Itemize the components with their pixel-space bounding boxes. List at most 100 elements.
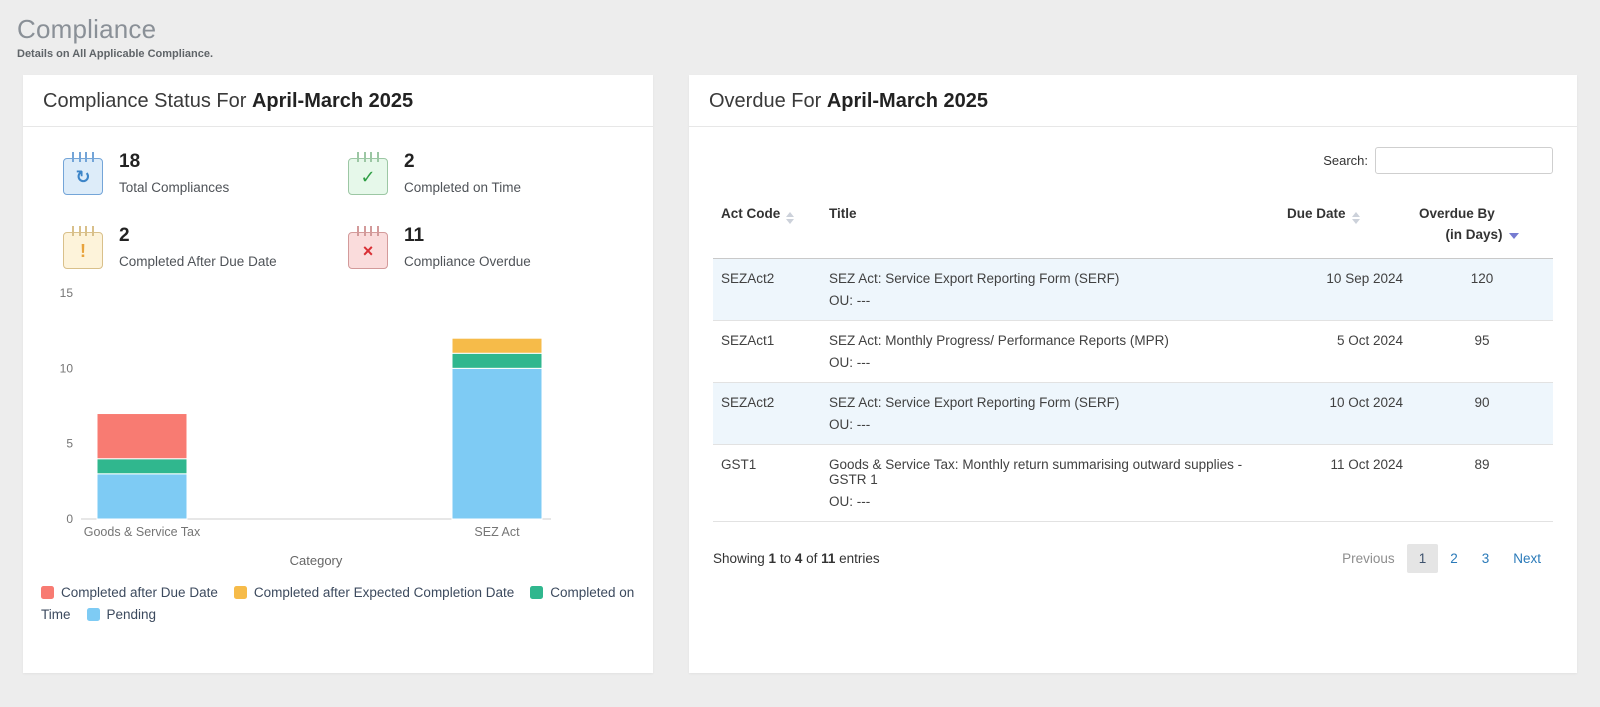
cell-title: SEZ Act: Monthly Progress/ Performance R…: [821, 321, 1279, 383]
cell-overdue-days: 90: [1411, 383, 1553, 445]
legend-item: Pending: [87, 607, 157, 622]
overdue-panel: Overdue For April-March 2025 Search: Act…: [689, 75, 1577, 673]
sort-up-arrow: [1352, 212, 1360, 217]
table-row: SEZAct2 SEZ Act: Service Export Reporting…: [713, 259, 1553, 321]
table-row: GST1 Goods & Service Tax: Monthly return …: [713, 445, 1553, 522]
table-header-act-code[interactable]: Act Code: [713, 198, 821, 259]
page-button-current[interactable]: 1: [1407, 544, 1439, 573]
row-ou: OU: ---: [829, 417, 1271, 432]
overdue-panel-title-prefix: Overdue For: [709, 90, 827, 112]
table-row: SEZAct1 SEZ Act: Monthly Progress/ Perfor…: [713, 321, 1553, 383]
stat-label: Compliance Overdue: [404, 254, 531, 269]
page-header: Compliance Details on All Applicable Com…: [0, 0, 1600, 60]
compliance-status-panel: Compliance Status For April-March 2025 ↻…: [23, 75, 653, 673]
showing-entries: Showing 1 to 4 of 11 entries: [713, 551, 880, 566]
table-header-title: Title: [821, 198, 1279, 259]
legend-swatch: [41, 586, 54, 599]
cell-act-code: GST1: [713, 445, 821, 522]
status-panel-title-prefix: Compliance Status For: [43, 90, 252, 112]
table-header-overdue-by[interactable]: Overdue By (in Days): [1411, 198, 1553, 259]
row-title: SEZ Act: Service Export Reporting Form (…: [829, 395, 1271, 410]
search-input[interactable]: [1375, 147, 1553, 174]
overdue-table-head: Act CodeTitleDue Date Overdue By (in Days): [713, 198, 1553, 259]
cross-calendar-icon: ×: [348, 232, 388, 269]
row-ou: OU: ---: [829, 355, 1271, 370]
row-title: Goods & Service Tax: Monthly return summ…: [829, 457, 1271, 487]
legend-item: Completed after Due Date: [41, 585, 218, 600]
svg-text:SEZ Act: SEZ Act: [474, 525, 520, 539]
page-title: Compliance: [17, 14, 1600, 45]
check-calendar-icon-glyph: ✓: [360, 168, 375, 186]
status-panel-title: Compliance Status For April-March 2025: [23, 75, 653, 127]
sort-down-arrow: [786, 219, 794, 224]
search-label: Search:: [1323, 153, 1368, 168]
cell-due-date: 5 Oct 2024: [1279, 321, 1411, 383]
stat-card: ✓ 2Completed on Time: [348, 151, 633, 195]
row-title: SEZ Act: Service Export Reporting Form (…: [829, 271, 1271, 286]
page-button-3[interactable]: 3: [1470, 544, 1502, 573]
stat-card: × 11 Compliance Overdue: [348, 225, 633, 269]
page-button-2[interactable]: 2: [1438, 544, 1470, 573]
stat-text: 11 Compliance Overdue: [404, 225, 531, 269]
stat-card: ! 2 Completed After Due Date: [63, 225, 348, 269]
cell-due-date: 10 Oct 2024: [1279, 383, 1411, 445]
stat-value: 2: [119, 225, 277, 247]
svg-text:15: 15: [60, 286, 74, 300]
overdue-table: Act CodeTitleDue Date Overdue By (in Days)…: [713, 198, 1553, 522]
row-ou: OU: ---: [829, 293, 1271, 308]
legend-swatch: [234, 586, 247, 599]
table-header-due-date[interactable]: Due Date: [1279, 198, 1411, 259]
check-calendar-icon: ✓: [348, 158, 388, 195]
cell-title: SEZ Act: Service Export Reporting Form (…: [821, 259, 1279, 321]
sort-desc-icon[interactable]: [1509, 233, 1519, 239]
stat-label: Completed After Due Date: [119, 254, 277, 269]
calendar-ticks: [353, 152, 383, 162]
sort-icon[interactable]: [1352, 212, 1360, 224]
cell-title: Goods & Service Tax: Monthly return summ…: [821, 445, 1279, 522]
table-footer: Showing 1 to 4 of 11 entries Previous123…: [713, 544, 1553, 573]
overdue-table-body: SEZAct2 SEZ Act: Service Export Reporting…: [713, 259, 1553, 522]
row-title: SEZ Act: Monthly Progress/ Performance R…: [829, 333, 1271, 348]
stat-text: 2Completed on Time: [404, 151, 521, 195]
previous-page-button: Previous: [1330, 544, 1407, 573]
table-row: SEZAct2 SEZ Act: Service Export Reporting…: [713, 383, 1553, 445]
table-header-row: Act CodeTitleDue Date Overdue By (in Days): [713, 198, 1553, 259]
calendar-ticks: [353, 226, 383, 236]
legend-swatch: [87, 608, 100, 621]
search-row: Search:: [713, 147, 1553, 174]
header-label-line1: Overdue By: [1419, 206, 1545, 221]
cell-act-code: SEZAct2: [713, 383, 821, 445]
stat-text: 2 Completed After Due Date: [119, 225, 277, 269]
sort-icon[interactable]: [786, 212, 794, 224]
calendar-ticks: [68, 226, 98, 236]
calendar-ticks: [68, 152, 98, 162]
status-panel-title-period: April-March 2025: [252, 90, 413, 112]
exclamation-calendar-icon-glyph: !: [80, 242, 86, 260]
cell-overdue-days: 95: [1411, 321, 1553, 383]
stats-grid: ↻18Total Compliances✓2Completed on Time!…: [23, 127, 653, 269]
next-page-button[interactable]: Next: [1501, 544, 1553, 573]
cell-act-code: SEZAct2: [713, 259, 821, 321]
exclamation-calendar-icon: !: [63, 232, 103, 269]
svg-text:Goods & Service Tax: Goods & Service Tax: [84, 525, 201, 539]
row-ou: OU: ---: [829, 494, 1271, 509]
stat-label: Completed on Time: [404, 180, 521, 195]
stat-value: 18: [119, 151, 229, 173]
svg-text:Category: Category: [290, 553, 343, 568]
legend-swatch: [530, 586, 543, 599]
cross-calendar-icon-glyph: ×: [363, 242, 374, 260]
cell-due-date: 10 Sep 2024: [1279, 259, 1411, 321]
stat-value: 11: [404, 225, 531, 247]
cell-overdue-days: 120: [1411, 259, 1553, 321]
compliance-status-chart: 051015Goods & Service TaxSEZ ActCategory: [35, 279, 641, 569]
cell-act-code: SEZAct1: [713, 321, 821, 383]
refresh-calendar-icon-glyph: ↻: [75, 168, 90, 186]
stat-card: ↻18Total Compliances: [63, 151, 348, 195]
svg-text:5: 5: [66, 437, 73, 451]
legend-item: Completed after Expected Completion Date: [234, 585, 514, 600]
cell-due-date: 11 Oct 2024: [1279, 445, 1411, 522]
sort-up-arrow: [786, 212, 794, 217]
svg-text:10: 10: [60, 361, 74, 375]
refresh-calendar-icon: ↻: [63, 158, 103, 195]
header-label-line2: (in Days): [1419, 227, 1545, 242]
